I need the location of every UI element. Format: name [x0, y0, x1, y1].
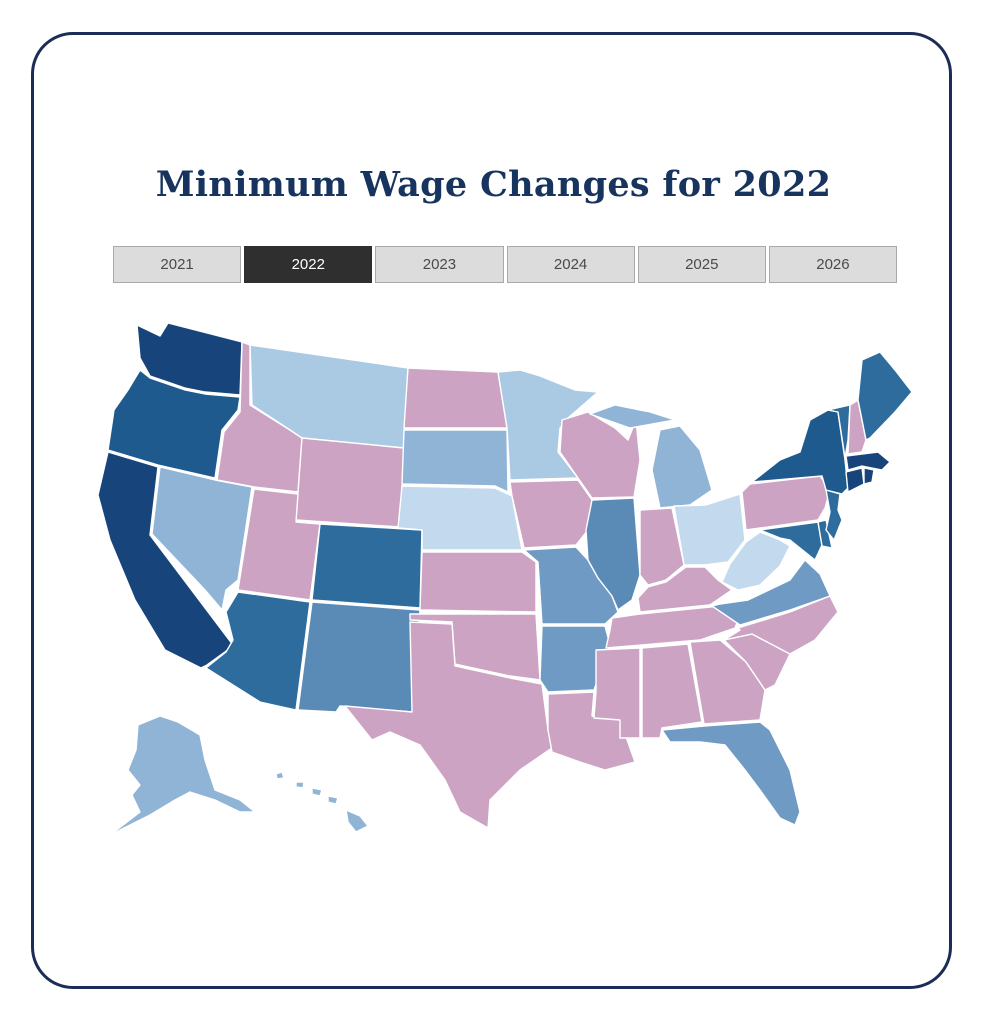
- state-north-carolina[interactable]: [723, 595, 839, 655]
- state-wyoming[interactable]: [295, 437, 405, 528]
- state-california[interactable]: [97, 451, 234, 669]
- tab-2022[interactable]: 2022: [244, 246, 373, 283]
- state-ohio[interactable]: [673, 493, 746, 566]
- tab-2026[interactable]: 2026: [768, 246, 898, 283]
- tab-2025[interactable]: 2025: [637, 246, 766, 283]
- state-new-mexico[interactable]: [297, 601, 421, 713]
- state-colorado[interactable]: [311, 523, 423, 609]
- state-maine[interactable]: [857, 351, 913, 441]
- state-arizona[interactable]: [205, 591, 311, 711]
- state-kansas[interactable]: [419, 551, 537, 613]
- state-oregon[interactable]: [107, 369, 241, 479]
- tab-2024[interactable]: 2024: [506, 246, 635, 283]
- state-new-hampshire[interactable]: [847, 399, 867, 455]
- state-florida[interactable]: [661, 721, 801, 826]
- state-north-dakota[interactable]: [403, 367, 508, 429]
- state-arkansas[interactable]: [539, 625, 611, 693]
- state-hawaii[interactable]: [275, 771, 369, 833]
- state-south-dakota[interactable]: [401, 429, 509, 493]
- state-oklahoma[interactable]: [409, 613, 541, 681]
- state-virginia[interactable]: [711, 559, 831, 626]
- state-iowa[interactable]: [509, 479, 593, 549]
- state-vermont[interactable]: [827, 404, 851, 459]
- state-texas[interactable]: [344, 621, 553, 829]
- state-new-jersey[interactable]: [825, 489, 843, 541]
- state-alaska[interactable]: [109, 715, 256, 836]
- state-wisconsin[interactable]: [559, 411, 641, 499]
- tab-2021[interactable]: 2021: [113, 246, 242, 283]
- state-mississippi[interactable]: [593, 647, 641, 739]
- state-michigan[interactable]: [589, 404, 713, 509]
- page-title: Minimum Wage Changes for 2022: [155, 164, 832, 205]
- state-illinois[interactable]: [585, 497, 641, 611]
- state-louisiana[interactable]: [547, 691, 636, 771]
- state-massachusetts[interactable]: [845, 451, 891, 471]
- state-delaware[interactable]: [817, 519, 833, 549]
- state-kentucky[interactable]: [637, 566, 733, 613]
- year-tab-bar: 2021 2022 2023 2024 2025 2026: [113, 246, 898, 283]
- state-nebraska[interactable]: [397, 485, 523, 551]
- state-rhode-island[interactable]: [863, 467, 875, 485]
- state-connecticut[interactable]: [845, 467, 865, 493]
- state-indiana[interactable]: [639, 507, 685, 586]
- state-tennessee[interactable]: [605, 601, 746, 649]
- state-washington[interactable]: [136, 322, 243, 396]
- state-alabama[interactable]: [641, 643, 703, 739]
- state-west-virginia[interactable]: [721, 531, 791, 591]
- tab-2023[interactable]: 2023: [375, 246, 504, 283]
